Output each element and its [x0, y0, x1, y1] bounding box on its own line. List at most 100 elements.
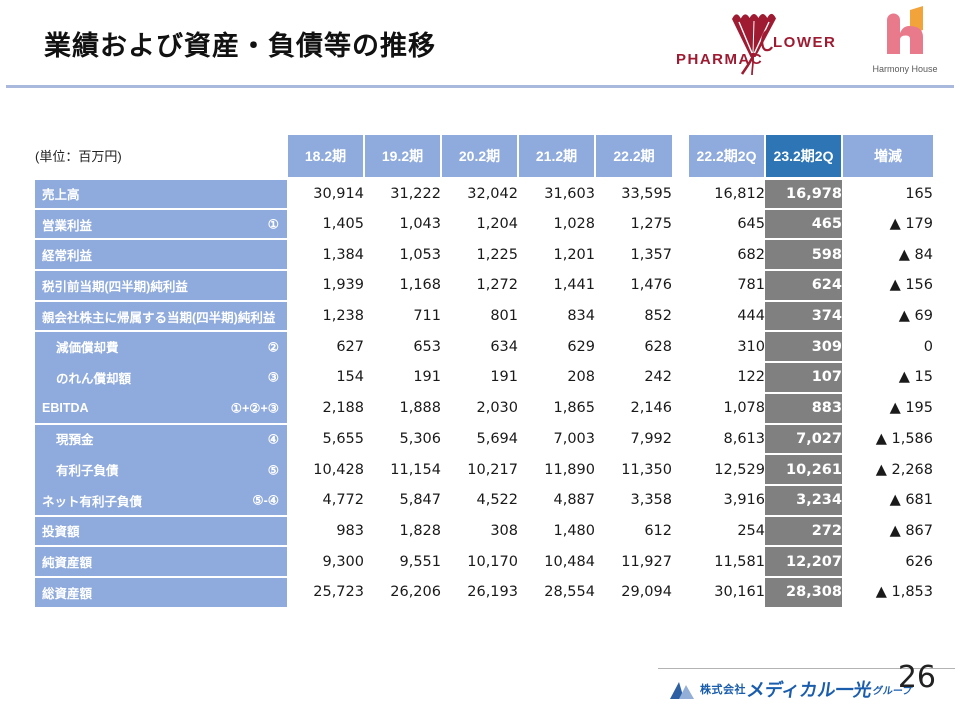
- value-cell: 10,170: [467, 553, 518, 570]
- value-cell: 1,888: [399, 400, 441, 417]
- value-cell: 634: [490, 338, 518, 355]
- row-label-text: 親会社株主に帰属する当期(四半期)純利益: [42, 310, 276, 325]
- row-gap: [672, 300, 688, 332]
- value-cell: 2,146: [630, 400, 672, 417]
- row-gap: [672, 546, 688, 577]
- row-gap: [672, 454, 688, 485]
- row-label: 税引前当期(四半期)純利益: [35, 270, 287, 302]
- diff-value-cell: 165: [905, 186, 933, 203]
- table-row: 売上高 30,914 31,222 32,042 31,603 33,595 16,812 1…: [35, 178, 933, 210]
- pharmac-flower-logo: PHARMAC LOWER: [674, 6, 842, 82]
- column-header: 増減: [841, 135, 933, 180]
- company-logo: 株式会社 メディカル一光 グループ: [668, 676, 913, 702]
- table-row: 親会社株主に帰属する当期(四半期)純利益 1,238 711 801 834 852 444…: [35, 300, 933, 333]
- financial-table: (単位：百万円) 18.2期 19.2期 20.2期 21.2期 22.2期 22.2期2Q…: [35, 135, 933, 609]
- column-header: 18.2期: [286, 135, 364, 180]
- value-cell: 444: [737, 308, 765, 325]
- value-cell: 627: [336, 338, 364, 355]
- value-cell: 154: [336, 369, 364, 386]
- value-cell: 1,275: [630, 216, 672, 233]
- row-label: 有利子負債 ⑤: [35, 454, 287, 486]
- value-cell: 29,094: [621, 584, 672, 601]
- value-cell: 191: [490, 369, 518, 386]
- row-label: のれん償却額 ③: [35, 362, 287, 394]
- value-cell: 11,154: [390, 461, 441, 478]
- value-cell: 628: [644, 338, 672, 355]
- value-cell: 30,161: [714, 584, 765, 601]
- value-cell: 4,887: [553, 492, 595, 509]
- value-cell: 28,308: [765, 576, 842, 609]
- diff-value-cell: ▲ 179: [889, 216, 933, 233]
- value-cell: 624: [765, 270, 842, 302]
- value-cell: 1,078: [723, 400, 765, 417]
- value-cell: 4,772: [322, 492, 364, 509]
- row-label: ネット有利子負債 ⑤-④: [35, 484, 287, 517]
- table-row: ネット有利子負債 ⑤-④ 4,772 5,847 4,522 4,887 3,358 3,91…: [35, 484, 933, 517]
- diff-value-cell: ▲ 2,268: [875, 461, 933, 478]
- value-cell: 1,238: [322, 308, 364, 325]
- table-row: 経常利益 1,384 1,053 1,225 1,201 1,357 682 598 ▲ 84: [35, 239, 933, 272]
- row-gap: [672, 239, 688, 271]
- value-cell: 3,358: [630, 492, 672, 509]
- pharmac-text: PHARMAC: [676, 51, 763, 68]
- value-cell: 26,193: [467, 584, 518, 601]
- table-row: 現預金 ④ 5,655 5,306 5,694 7,003 7,992 8,613 7,027 ▲…: [35, 423, 933, 456]
- row-label: 売上高: [35, 178, 287, 210]
- value-cell: 374: [765, 300, 842, 333]
- value-cell: 598: [765, 239, 842, 272]
- value-cell: 11,350: [621, 461, 672, 478]
- value-cell: 16,978: [765, 178, 842, 210]
- row-label-text: 総資産額: [42, 586, 93, 601]
- value-cell: 711: [413, 308, 441, 325]
- row-label: 純資産額: [35, 546, 287, 578]
- value-cell: 3,234: [765, 484, 842, 517]
- value-cell: 5,306: [399, 430, 441, 447]
- value-cell: 1,357: [630, 246, 672, 263]
- row-gap: [672, 392, 688, 424]
- flower-text: LOWER: [773, 34, 836, 51]
- table-header-row: (単位：百万円) 18.2期 19.2期 20.2期 21.2期 22.2期 22.2期2Q…: [35, 135, 933, 180]
- value-cell: 5,694: [476, 430, 518, 447]
- row-label-text: のれん償却額: [56, 371, 132, 386]
- row-ref: ⑤-④: [252, 493, 279, 508]
- column-header: 22.2期: [594, 135, 672, 180]
- value-cell: 1,384: [322, 246, 364, 263]
- table-row: 減価償却費 ② 627 653 634 629 628 310 309 0: [35, 331, 933, 364]
- value-cell: 7,027: [765, 423, 842, 456]
- row-label-text: 投資額: [42, 525, 80, 540]
- row-label-text: 営業利益: [42, 218, 93, 233]
- diff-value-cell: 0: [923, 338, 933, 355]
- value-cell: 1,480: [553, 522, 595, 539]
- table-row: 営業利益 ① 1,405 1,043 1,204 1,028 1,275 645 465 ▲ 17…: [35, 208, 933, 241]
- value-cell: 612: [644, 522, 672, 539]
- value-cell: 1,828: [399, 522, 441, 539]
- value-cell: 1,865: [553, 400, 595, 417]
- footer-divider: [658, 668, 955, 669]
- diff-value-cell: ▲ 15: [898, 369, 933, 386]
- value-cell: 1,204: [476, 216, 518, 233]
- row-label-text: 税引前当期(四半期)純利益: [42, 279, 188, 294]
- row-ref: ④: [267, 432, 279, 447]
- row-label-text: 減価償却費: [56, 341, 119, 356]
- value-cell: 1,168: [399, 277, 441, 294]
- value-cell: 2,188: [322, 400, 364, 417]
- value-cell: 465: [765, 208, 842, 241]
- row-label: 親会社株主に帰属する当期(四半期)純利益: [35, 300, 287, 333]
- header-gap: [672, 135, 688, 180]
- value-cell: 32,042: [467, 186, 518, 203]
- value-cell: 12,529: [714, 461, 765, 478]
- page-title: 業績および資産・負債等の推移: [44, 31, 436, 61]
- value-cell: 645: [737, 216, 765, 233]
- value-cell: 10,217: [467, 461, 518, 478]
- value-cell: 1,225: [476, 246, 518, 263]
- row-label-text: 有利子負債: [56, 464, 119, 479]
- title-underline: [6, 85, 954, 88]
- value-cell: 16,812: [714, 186, 765, 203]
- value-cell: 1,405: [322, 216, 364, 233]
- value-cell: 191: [413, 369, 441, 386]
- value-cell: 10,261: [765, 454, 842, 486]
- row-label: 減価償却費 ②: [35, 331, 287, 364]
- row-gap: [672, 331, 688, 363]
- value-cell: 852: [644, 308, 672, 325]
- value-cell: 272: [765, 515, 842, 548]
